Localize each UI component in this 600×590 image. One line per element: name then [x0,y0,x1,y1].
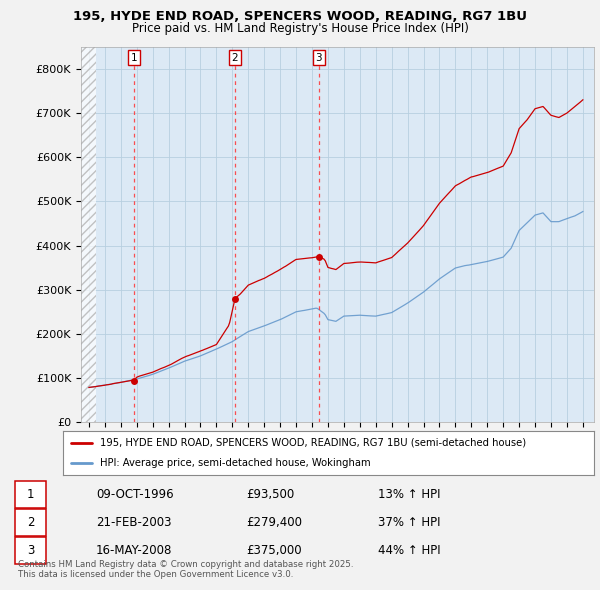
Text: £93,500: £93,500 [246,488,294,501]
Text: £375,000: £375,000 [246,543,302,557]
Text: 44% ↑ HPI: 44% ↑ HPI [378,543,440,557]
Text: 195, HYDE END ROAD, SPENCERS WOOD, READING, RG7 1BU: 195, HYDE END ROAD, SPENCERS WOOD, READI… [73,10,527,23]
Text: Price paid vs. HM Land Registry's House Price Index (HPI): Price paid vs. HM Land Registry's House … [131,22,469,35]
Text: 2: 2 [27,516,34,529]
Text: 3: 3 [27,543,34,557]
Text: 1: 1 [27,488,34,501]
Bar [81,47,95,422]
Text: 1: 1 [131,53,137,63]
Text: HPI: Average price, semi-detached house, Wokingham: HPI: Average price, semi-detached house,… [100,458,371,468]
Text: 2: 2 [232,53,238,63]
Text: 09-OCT-1996: 09-OCT-1996 [96,488,173,501]
Text: Contains HM Land Registry data © Crown copyright and database right 2025.
This d: Contains HM Land Registry data © Crown c… [18,560,353,579]
Text: 3: 3 [316,53,322,63]
Text: 16-MAY-2008: 16-MAY-2008 [96,543,172,557]
Text: £279,400: £279,400 [246,516,302,529]
Text: 21-FEB-2003: 21-FEB-2003 [96,516,172,529]
Text: 37% ↑ HPI: 37% ↑ HPI [378,516,440,529]
Text: 13% ↑ HPI: 13% ↑ HPI [378,488,440,501]
Text: 195, HYDE END ROAD, SPENCERS WOOD, READING, RG7 1BU (semi-detached house): 195, HYDE END ROAD, SPENCERS WOOD, READI… [100,438,526,448]
